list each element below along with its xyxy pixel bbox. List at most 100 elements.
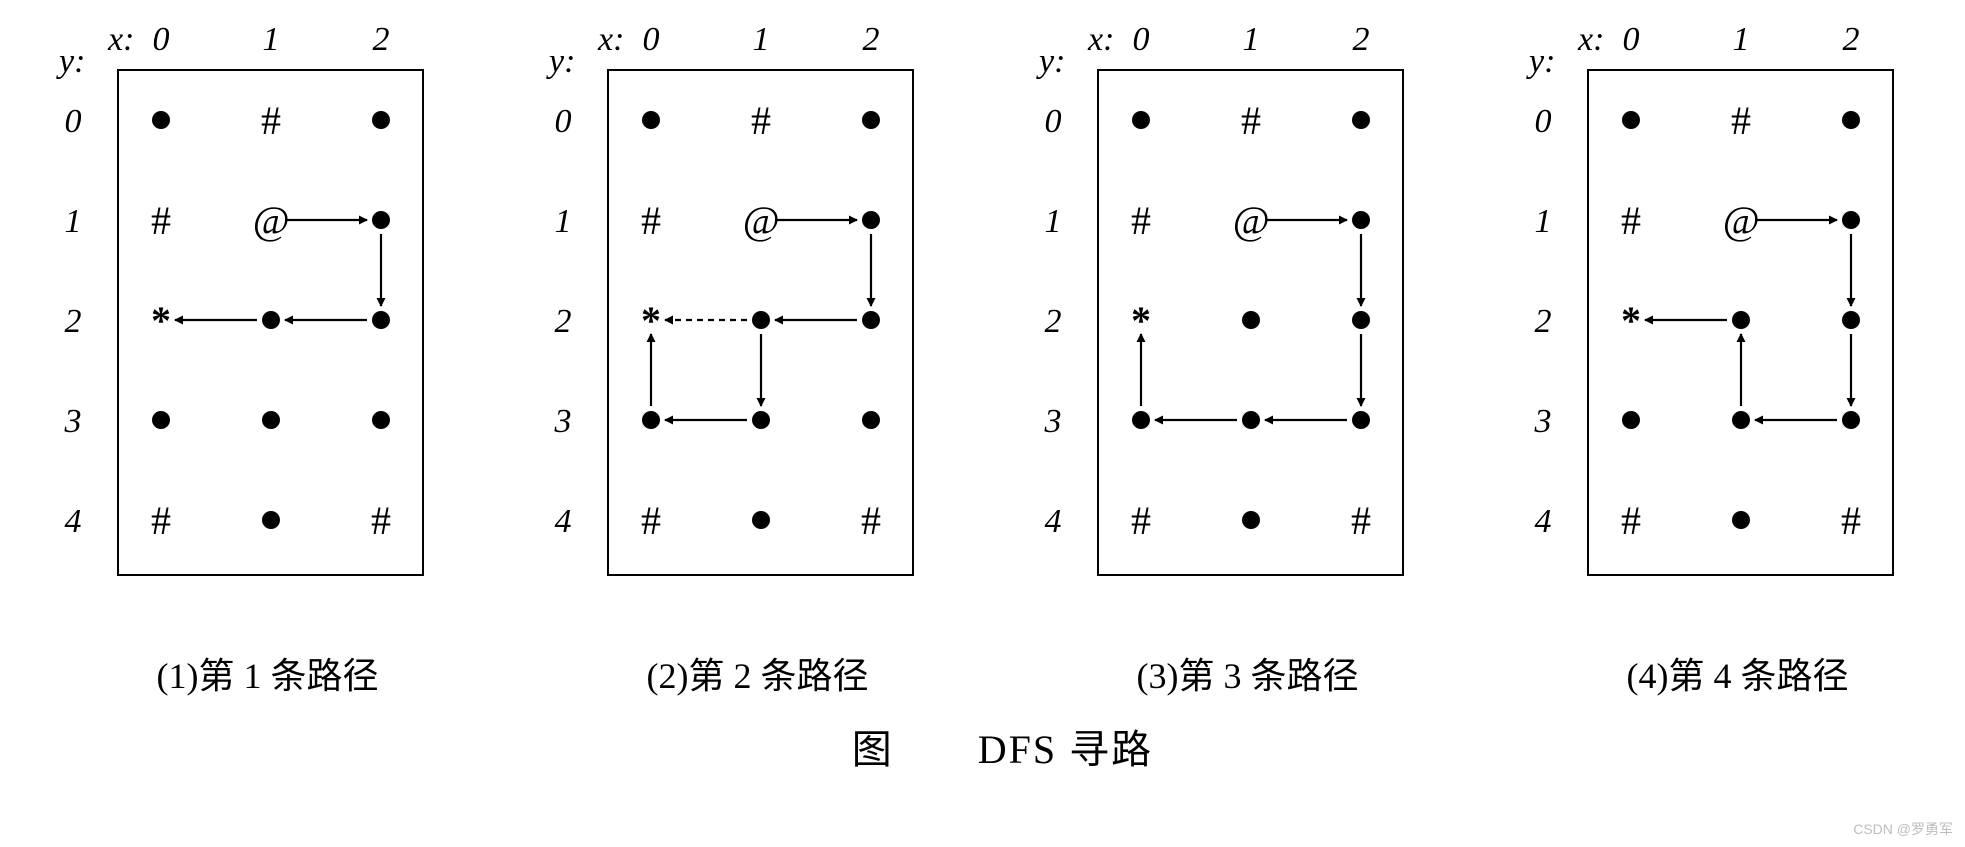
node-dot: [1352, 111, 1370, 129]
node-dot: [752, 311, 770, 329]
y-axis-prefix: y:: [546, 43, 575, 80]
goal-icon: *: [151, 298, 171, 343]
x-axis-prefix: x:: [1087, 21, 1114, 58]
node-dot: [1242, 411, 1260, 429]
y-label-4: 4: [1044, 503, 1061, 540]
node-dot: [1842, 411, 1860, 429]
x-label-1: 1: [262, 21, 279, 58]
panel-caption: (3)第 3 条路径: [1137, 647, 1359, 699]
x-label-2: 2: [1352, 21, 1369, 58]
panels-row: x: 0 1 2 y: 0 1 2 3 4 # # @ * # # (1)第 1 条路径 x: 0 1 2 y: 0 1 2 3 4…: [53, 20, 1953, 699]
node-dot: [1732, 411, 1750, 429]
y-axis-prefix: y:: [1526, 43, 1555, 80]
y-label-4: 4: [64, 503, 81, 540]
node-dot: [1842, 311, 1860, 329]
node-dot: [752, 511, 770, 529]
wall-icon: #: [1621, 498, 1641, 543]
goal-icon: *: [1131, 298, 1151, 343]
x-label-2: 2: [372, 21, 389, 58]
x-label-1: 1: [752, 21, 769, 58]
node-dot: [372, 411, 390, 429]
panel-1: x:012y:01234##@*##(1)第 1 条路径: [53, 20, 483, 699]
x-label-2: 2: [1842, 21, 1859, 58]
node-dot: [1352, 311, 1370, 329]
node-dot: [262, 411, 280, 429]
start-icon: @: [252, 198, 289, 243]
wall-icon: #: [1131, 498, 1151, 543]
node-dot: [862, 211, 880, 229]
grid-wrap: x:012y:01234##@*##: [53, 20, 483, 635]
start-icon: @: [1232, 198, 1269, 243]
y-label-1: 1: [554, 203, 571, 240]
wall-icon: #: [1841, 498, 1861, 543]
panel-3: x:012y:01234##@*##(3)第 3 条路径: [1033, 20, 1463, 699]
y-label-2: 2: [1534, 303, 1551, 340]
maze-svg: x:012y:01234##@*##: [1523, 20, 1953, 630]
wall-icon: #: [641, 198, 661, 243]
y-label-2: 2: [64, 303, 81, 340]
x-label-1: 1: [1732, 21, 1749, 58]
y-label-0: 0: [1534, 103, 1551, 140]
node-dot: [642, 411, 660, 429]
y-label-0: 0: [1044, 103, 1061, 140]
node-dot: [862, 311, 880, 329]
panel-4: x:012y:01234##@*##(4)第 4 条路径: [1523, 20, 1953, 699]
y-label-1: 1: [1044, 203, 1061, 240]
wall-icon: #: [1731, 98, 1751, 143]
grid-wrap: x:012y:01234##@*##: [1033, 20, 1463, 635]
y-label-3: 3: [1043, 403, 1061, 440]
wall-icon: #: [641, 498, 661, 543]
wall-icon: #: [261, 98, 281, 143]
goal-icon: *: [1621, 298, 1641, 343]
goal-icon: *: [641, 298, 661, 343]
y-label-1: 1: [1534, 203, 1551, 240]
node-dot: [1242, 311, 1260, 329]
wall-icon: #: [151, 498, 171, 543]
y-axis-prefix: y:: [1036, 43, 1065, 80]
grid-wrap: x:012y:01234##@*##: [543, 20, 973, 635]
y-label-3: 3: [1533, 403, 1551, 440]
node-dot: [1732, 511, 1750, 529]
wall-icon: #: [861, 498, 881, 543]
x-label-0: 0: [152, 21, 169, 58]
node-dot: [152, 411, 170, 429]
node-dot: [862, 411, 880, 429]
node-dot: [1842, 111, 1860, 129]
x-axis-prefix: x:: [1577, 21, 1604, 58]
node-dot: [1732, 311, 1750, 329]
y-label-3: 3: [63, 403, 81, 440]
node-dot: [152, 111, 170, 129]
node-dot: [262, 311, 280, 329]
x-label-0: 0: [1622, 21, 1639, 58]
node-dot: [642, 111, 660, 129]
y-label-3: 3: [553, 403, 571, 440]
panel-caption: (1)第 1 条路径: [157, 647, 379, 699]
maze-svg: x:012y:01234##@*##: [1033, 20, 1463, 630]
figure-title: 图 DFS 寻路: [852, 717, 1153, 775]
node-dot: [752, 411, 770, 429]
node-dot: [262, 511, 280, 529]
grid-wrap: x:012y:01234##@*##: [1523, 20, 1953, 635]
y-label-1: 1: [64, 203, 81, 240]
panel-caption: (2)第 2 条路径: [647, 647, 869, 699]
wall-icon: #: [371, 498, 391, 543]
y-label-4: 4: [554, 503, 571, 540]
node-dot: [1622, 411, 1640, 429]
node-dot: [1622, 111, 1640, 129]
node-dot: [1132, 111, 1150, 129]
y-label-4: 4: [1534, 503, 1551, 540]
y-axis-prefix: y:: [56, 43, 85, 80]
panel-2: x:012y:01234##@*##(2)第 2 条路径: [543, 20, 973, 699]
start-icon: @: [742, 198, 779, 243]
node-dot: [1352, 211, 1370, 229]
x-label-0: 0: [1132, 21, 1149, 58]
node-dot: [372, 311, 390, 329]
wall-icon: #: [151, 198, 171, 243]
y-label-2: 2: [1044, 303, 1061, 340]
node-dot: [1132, 411, 1150, 429]
wall-icon: #: [1131, 198, 1151, 243]
figure-container: x: 0 1 2 y: 0 1 2 3 4 # # @ * # # (1)第 1 条路径 x: 0 1 2 y: 0 1 2 3 4…: [20, 20, 1965, 775]
wall-icon: #: [1241, 98, 1261, 143]
node-dot: [372, 211, 390, 229]
maze-svg: x:012y:01234##@*##: [543, 20, 973, 630]
